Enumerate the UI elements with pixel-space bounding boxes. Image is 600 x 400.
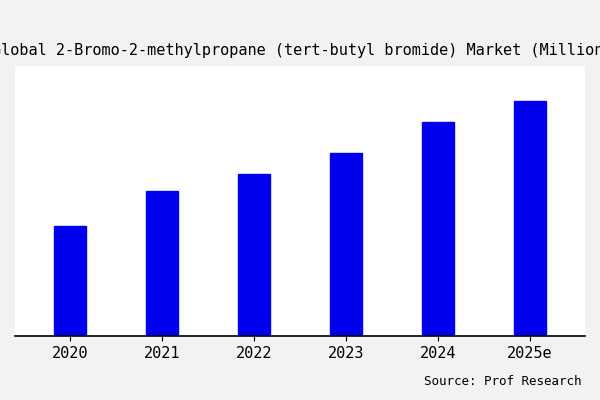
- Bar: [238, 174, 270, 336]
- Text: Global 2-Bromo-2-methylpropane (tert-butyl bromide) Market (Million US$): Global 2-Bromo-2-methylpropane (tert-but…: [0, 43, 600, 58]
- Text: Source: Prof Research: Source: Prof Research: [425, 375, 582, 388]
- Bar: [422, 122, 454, 336]
- Bar: [514, 101, 546, 336]
- Bar: [146, 191, 178, 336]
- Bar: [330, 153, 362, 336]
- Bar: [54, 226, 86, 336]
